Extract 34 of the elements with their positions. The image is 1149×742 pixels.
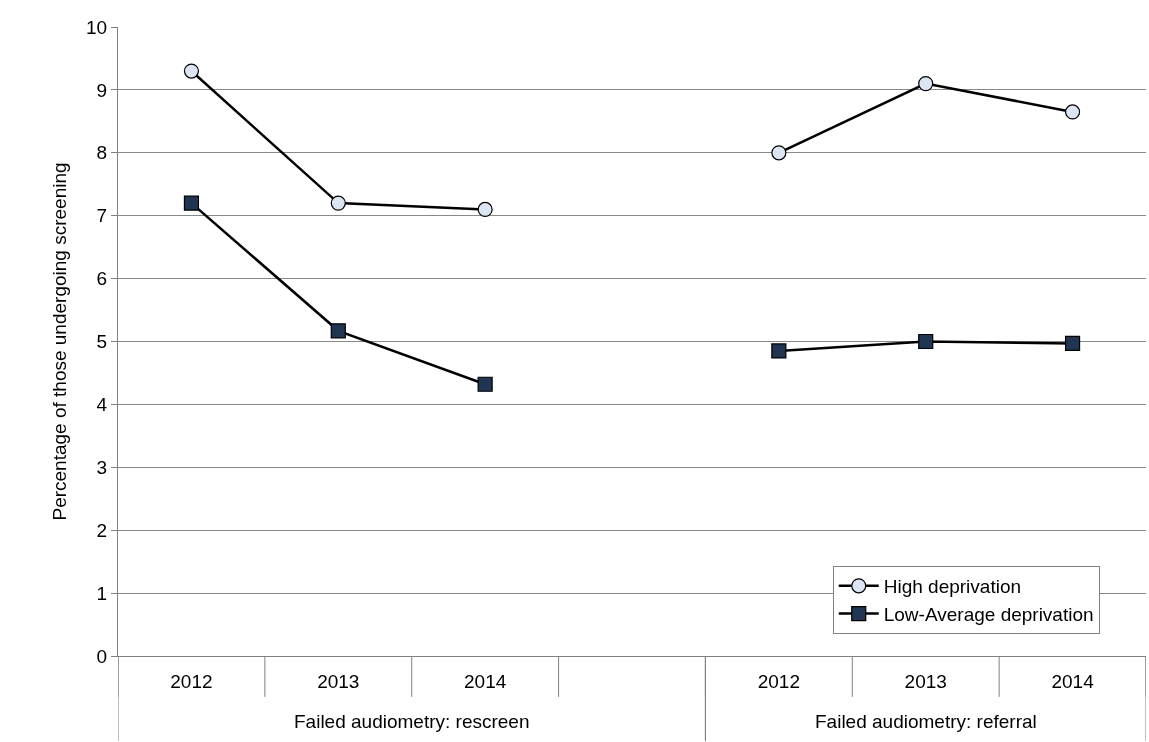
x-tick-label: 2012 — [170, 670, 213, 692]
y-tick-label: 4 — [96, 394, 108, 416]
y-axis-title: Percentage of those undergoing screening — [48, 162, 70, 521]
x-tick-label: 2013 — [317, 670, 360, 692]
legend-label: Low-Average deprivation — [883, 603, 1094, 625]
y-tick-label: 1 — [96, 582, 108, 604]
y-tick-label: 0 — [96, 645, 108, 667]
point — [477, 201, 493, 217]
point — [330, 323, 346, 339]
y-tick-label: 9 — [96, 79, 108, 101]
point — [183, 63, 200, 79]
y-tick-label: 5 — [96, 331, 108, 353]
point — [477, 376, 493, 392]
point — [183, 195, 200, 211]
point — [918, 76, 934, 92]
y-tick-label: 7 — [96, 205, 108, 227]
x-tick-label: 2014 — [1051, 670, 1095, 692]
y-tick-label: 8 — [96, 142, 108, 164]
point — [918, 333, 934, 350]
point — [1064, 104, 1081, 120]
x-tick-label: 2012 — [757, 670, 800, 692]
x-tick-label: 2013 — [904, 670, 947, 692]
point — [771, 145, 787, 161]
y-tick-label: 10 — [86, 16, 108, 38]
text: Failed audiometry: referral — [815, 711, 1037, 732]
x-tick-label: 2014 — [464, 670, 507, 692]
text: Failed audiometry: rescreen — [294, 711, 530, 732]
y-tick-label: 6 — [96, 268, 108, 290]
y-tick-label: 2 — [96, 519, 108, 541]
point — [771, 343, 787, 359]
y-tick-label: 3 — [96, 456, 108, 478]
legend-label: High deprivation — [883, 576, 1022, 598]
point — [1064, 335, 1081, 351]
point — [330, 195, 346, 211]
